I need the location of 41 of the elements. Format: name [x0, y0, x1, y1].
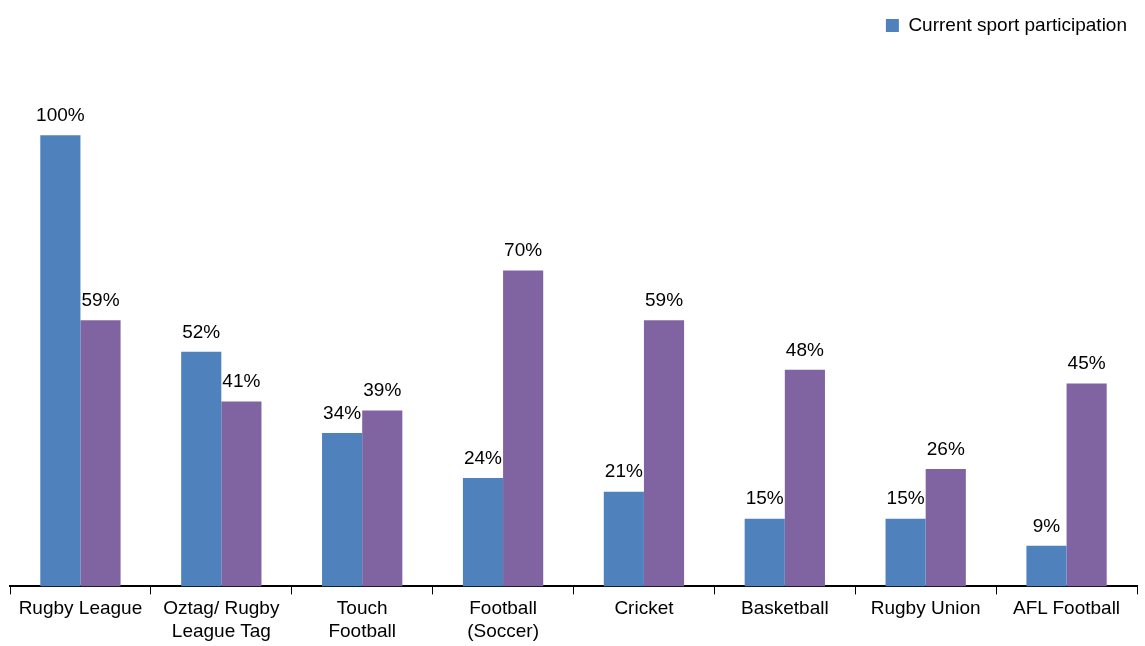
bar — [362, 410, 403, 587]
data-label: 59% — [81, 288, 120, 310]
x-tick-label: AFL Football — [1013, 597, 1121, 619]
bar — [322, 433, 363, 587]
x-tick-label: Rugby League — [18, 597, 143, 619]
data-label: 45% — [1067, 352, 1106, 374]
bar — [1026, 545, 1067, 587]
data-label: 34% — [323, 401, 362, 423]
bar — [80, 320, 121, 587]
bar — [925, 469, 966, 587]
x-tick-label: Cricket — [614, 597, 675, 619]
data-label: 52% — [182, 320, 221, 342]
data-label: 70% — [504, 239, 543, 261]
data-label: 41% — [222, 370, 261, 392]
data-label: 24% — [463, 446, 503, 468]
bar — [221, 401, 262, 587]
data-label: 9% — [1032, 514, 1061, 536]
legend-label: Current sport participation — [908, 13, 1128, 35]
bar — [885, 518, 926, 587]
bar — [643, 320, 685, 587]
bar — [603, 491, 644, 587]
data-label: 100% — [36, 103, 85, 125]
bar — [462, 478, 504, 587]
bar — [503, 270, 544, 587]
bar — [1066, 383, 1107, 587]
x-tick-label: Rugby Union — [870, 597, 981, 619]
data-label: 15% — [886, 487, 925, 509]
data-label: 39% — [363, 379, 402, 401]
data-label: 21% — [604, 460, 643, 482]
x-tick-label: Touch Football — [328, 597, 396, 641]
data-label: 48% — [785, 338, 825, 360]
data-label: 26% — [926, 437, 965, 459]
data-label: 15% — [745, 487, 784, 509]
x-tick-label: Oztag/ Rugby League Tag — [163, 597, 280, 641]
bar — [181, 351, 222, 587]
bar — [40, 135, 81, 587]
data-label: 59% — [645, 288, 684, 310]
x-tick-label: Football (Soccer) — [467, 597, 539, 641]
bar — [744, 518, 785, 587]
x-tick-label: Basketball — [740, 597, 829, 619]
bar — [784, 369, 825, 587]
